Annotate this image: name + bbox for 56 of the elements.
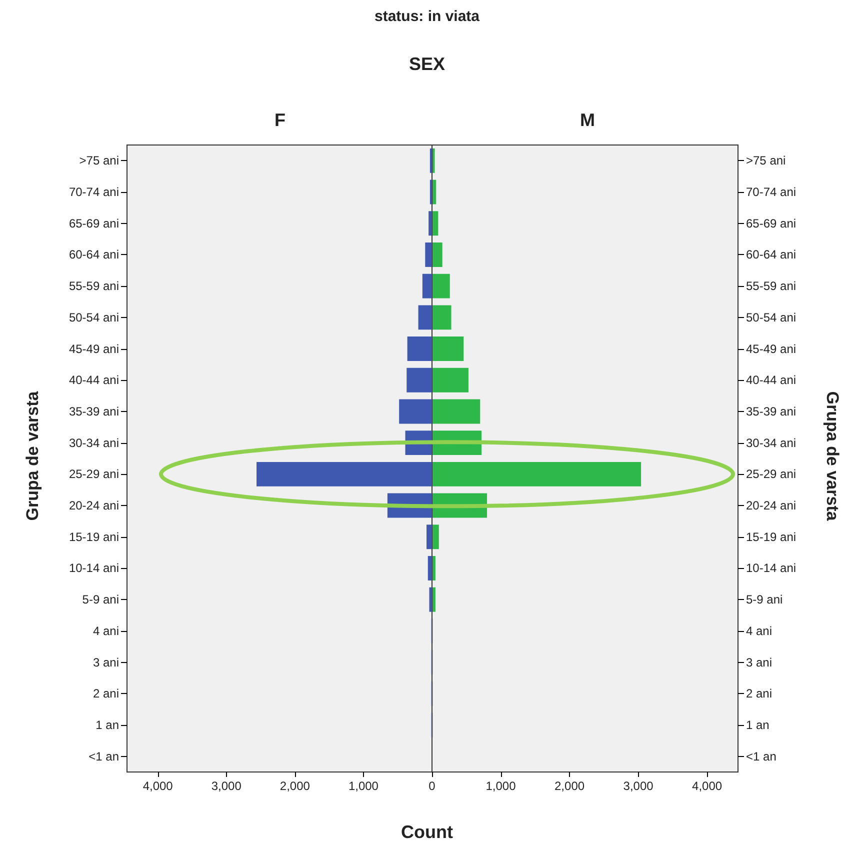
x-tick-label: 0 bbox=[428, 779, 436, 793]
x-tick-label: 3,000 bbox=[623, 779, 654, 793]
x-tick-label: 4,000 bbox=[692, 779, 722, 793]
y-tick-label: 20-24 ani bbox=[746, 498, 796, 513]
y-tick-label: 10-14 ani bbox=[68, 561, 119, 576]
y-tick-label: 5-9 ani bbox=[746, 592, 783, 607]
y-tick-label: 70-74 ani bbox=[746, 185, 796, 200]
y-tick-label: 30-34 ani bbox=[746, 436, 796, 450]
text: status: in viata bbox=[373, 8, 481, 25]
y-tick-label: 45-49 ani bbox=[746, 342, 796, 356]
text: SEX bbox=[408, 54, 446, 75]
y-tick-label: 20-24 ani bbox=[68, 498, 119, 513]
y-tick-label: 40-44 ani bbox=[68, 373, 119, 388]
y-tick-label: 55-59 ani bbox=[746, 279, 796, 294]
y-tick-label: 60-64 ani bbox=[746, 248, 796, 262]
y-tick-label: 25-29 ani bbox=[746, 467, 796, 482]
y-tick-label: <1 an bbox=[746, 749, 776, 764]
y-tick-label: 2 ani bbox=[746, 686, 772, 701]
x-tick-label: 1,000 bbox=[348, 779, 379, 793]
y-tick-label: 15-19 ani bbox=[68, 530, 119, 544]
x-tick-label: 3,000 bbox=[211, 779, 242, 793]
chart-title: M bbox=[580, 110, 595, 130]
y-tick-label: <1 an bbox=[88, 749, 119, 764]
x-axis-title: Count bbox=[400, 822, 454, 843]
y-tick-label: 45-49 ani bbox=[68, 342, 119, 356]
y-tick-label: 35-39 ani bbox=[746, 404, 796, 418]
y-tick-label: 50-54 ani bbox=[746, 310, 796, 324]
y-tick-label: >75 ani bbox=[746, 154, 786, 168]
y-tick-label: 25-29 ani bbox=[68, 467, 119, 482]
y-tick-label: 35-39 ani bbox=[68, 404, 119, 418]
y-tick-label: >75 ani bbox=[79, 154, 119, 168]
y-tick-label: 65-69 ani bbox=[746, 216, 796, 230]
y-tick-label: 3 ani bbox=[746, 655, 772, 670]
y-tick-label: 2 ani bbox=[92, 686, 119, 701]
x-tick-label: 2,000 bbox=[280, 779, 310, 793]
y-tick-label: 70-74 ani bbox=[68, 185, 119, 200]
x-tick-label: 4,000 bbox=[142, 779, 174, 793]
y-tick-label: 65-69 ani bbox=[68, 216, 119, 230]
y-tick-label: 1 an bbox=[746, 718, 770, 732]
y-tick-label: 15-19 ani bbox=[746, 530, 796, 544]
x-tick-label: 1,000 bbox=[486, 779, 516, 793]
y-tick-label: 10-14 ani bbox=[746, 561, 796, 576]
y-tick-label: 3 ani bbox=[92, 655, 119, 670]
y-tick-label: 4 ani bbox=[92, 624, 119, 638]
y-tick-label: 50-54 ani bbox=[68, 310, 119, 324]
y-tick-label: 55-59 ani bbox=[68, 279, 119, 294]
y-tick-label: 1 an bbox=[96, 718, 119, 732]
y-tick-label: 60-64 ani bbox=[68, 248, 119, 262]
x-tick-label: 2,000 bbox=[554, 779, 585, 793]
y-axis-title: Grupa de varsta bbox=[23, 390, 43, 523]
y-axis-title: Grupa de varsta bbox=[822, 390, 842, 523]
y-tick-label: 30-34 ani bbox=[68, 436, 119, 450]
y-tick-label: 4 ani bbox=[746, 624, 772, 638]
y-tick-label: 40-44 ani bbox=[746, 373, 796, 388]
y-tick-label: 5-9 ani bbox=[82, 592, 119, 607]
chart-title: F bbox=[274, 110, 286, 130]
